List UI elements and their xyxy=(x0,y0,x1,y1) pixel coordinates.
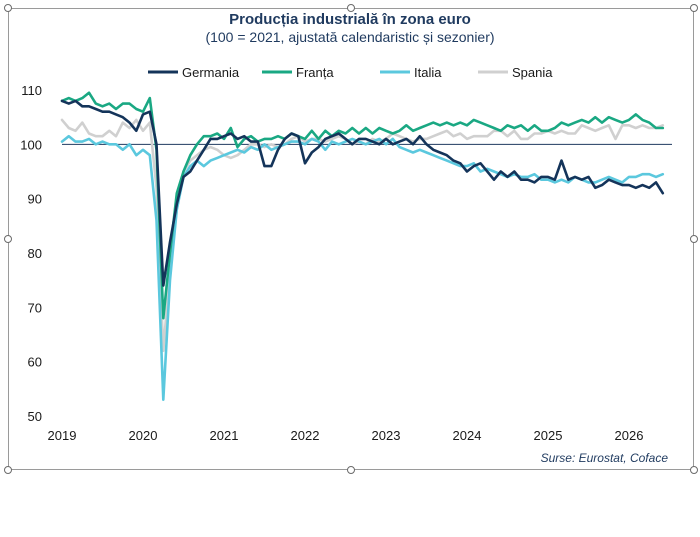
x-tick-label: 2022 xyxy=(291,428,320,443)
series-line-italia xyxy=(60,134,665,402)
y-tick-label: 110 xyxy=(21,83,42,98)
x-tick-label: 2025 xyxy=(534,428,563,443)
y-tick-label: 70 xyxy=(28,300,42,315)
y-tick-label: 50 xyxy=(28,409,42,424)
resize-handle-middle-left[interactable] xyxy=(4,235,12,243)
chart-frame[interactable] xyxy=(8,8,694,470)
legend-label: Franța xyxy=(296,65,334,80)
legend-label: Italia xyxy=(414,65,442,80)
y-tick-label: 90 xyxy=(28,192,42,207)
series-line-franța xyxy=(60,91,665,320)
y-tick-label: 60 xyxy=(28,355,42,370)
series-lines xyxy=(60,91,665,402)
legend-label: Spania xyxy=(512,65,553,80)
x-tick-label: 2026 xyxy=(615,428,644,443)
legend: Germania Franța Italia Spania xyxy=(148,65,553,80)
x-tick-label: 2019 xyxy=(48,428,77,443)
resize-handle-bottom-right[interactable] xyxy=(690,466,698,474)
chart-subtitle: (100 = 2021, ajustată calendaristic și s… xyxy=(205,29,494,45)
resize-handle-bottom-left[interactable] xyxy=(4,466,12,474)
series-line-germania xyxy=(60,99,665,287)
y-axis-ticks: 50 60 70 80 90 100 110 xyxy=(20,83,42,424)
source-note: Surse: Eurostat, Coface xyxy=(541,451,669,465)
chart-title: Producția industrială în zona euro xyxy=(229,11,471,28)
resize-handle-top-right[interactable] xyxy=(690,4,698,12)
y-tick-label: 80 xyxy=(28,246,42,261)
x-tick-label: 2024 xyxy=(453,428,482,443)
resize-handle-top-left[interactable] xyxy=(4,4,12,12)
x-axis-ticks: 2019 2020 2021 2022 2023 2024 2025 2026 xyxy=(48,428,644,443)
resize-handle-bottom-center[interactable] xyxy=(347,466,355,474)
x-tick-label: 2021 xyxy=(210,428,239,443)
y-tick-label: 100 xyxy=(20,137,42,152)
resize-handle-middle-right[interactable] xyxy=(690,235,698,243)
resize-handle-top-center[interactable] xyxy=(347,4,355,12)
legend-label: Germania xyxy=(182,65,240,80)
x-tick-label: 2020 xyxy=(129,428,158,443)
series-line-spania xyxy=(60,118,665,353)
x-tick-label: 2023 xyxy=(372,428,401,443)
